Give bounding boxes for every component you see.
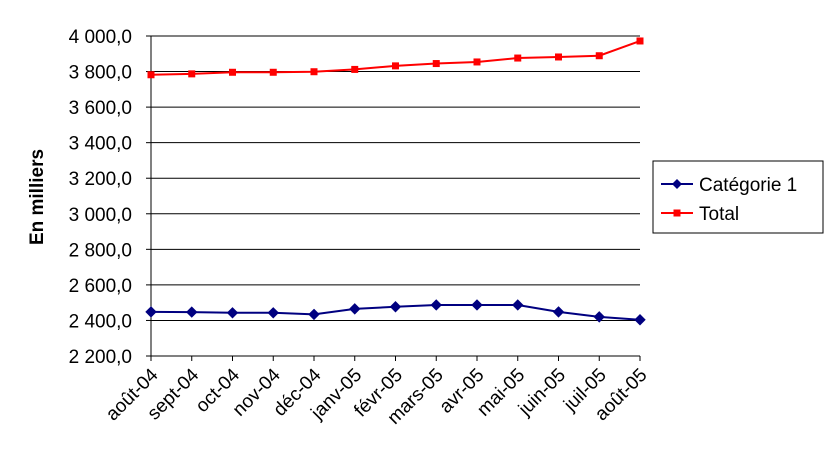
y-tick-label: 3 200,0 [69, 169, 132, 190]
gridlines [151, 35, 640, 321]
data-point-square [229, 68, 236, 76]
y-tick-label: 3 600,0 [69, 98, 132, 119]
data-point-diamond [471, 299, 483, 311]
data-point-square [188, 70, 196, 78]
data-point-diamond [512, 299, 524, 311]
data-point-square [269, 68, 277, 76]
y-axis-ticks: 2 200,0 2 400,0 2 600,0 2 800,0 3 000,0 3 200… [69, 27, 151, 368]
data-point-diamond [145, 306, 157, 318]
y-tick-label: 2 600,0 [69, 276, 132, 297]
series-layer [145, 37, 646, 326]
series-1 [145, 299, 646, 326]
data-point-square [310, 68, 318, 76]
data-point-square [147, 71, 155, 79]
data-point-square [432, 60, 440, 68]
y-tick-label: 3 400,0 [69, 134, 132, 155]
y-tick-label: 2 800,0 [69, 240, 132, 261]
x-axis-ticks: août-04sept-04oct-04nov-04déc-04janv-05f… [102, 356, 652, 429]
y-tick-label: 2 400,0 [69, 311, 132, 332]
legend-marker-diamond [672, 179, 682, 189]
y-tick-label: 2 200,0 [69, 347, 132, 368]
data-point-diamond [226, 307, 239, 319]
legend-label: Total [699, 204, 739, 225]
y-tick-label: 4 000,0 [69, 27, 132, 48]
series-2 [147, 37, 644, 79]
data-point-square [473, 58, 481, 66]
data-point-square [555, 53, 562, 61]
data-point-diamond [552, 306, 565, 318]
data-point-square [636, 37, 644, 45]
series-line [150, 40, 641, 76]
data-point-diamond [634, 314, 646, 326]
legend-marker-square [673, 209, 681, 217]
data-point-diamond [267, 307, 279, 319]
legend: Catégorie 1 Total [652, 160, 824, 234]
data-point-diamond [593, 311, 605, 323]
data-point-diamond [389, 301, 402, 313]
legend-label: Catégorie 1 [699, 175, 797, 196]
y-tick-label: 3 800,0 [69, 63, 132, 84]
data-point-diamond [308, 308, 320, 321]
data-point-square [351, 65, 359, 73]
legend-box [652, 160, 824, 234]
y-tick-label: 3 000,0 [69, 205, 132, 226]
axes [150, 36, 640, 357]
data-point-diamond [186, 306, 198, 318]
data-point-square [595, 52, 603, 60]
y-axis-label: En milliers [27, 149, 48, 245]
data-point-diamond [430, 299, 442, 311]
data-point-diamond [349, 303, 361, 315]
data-point-square [514, 54, 522, 62]
data-point-square [392, 62, 399, 70]
